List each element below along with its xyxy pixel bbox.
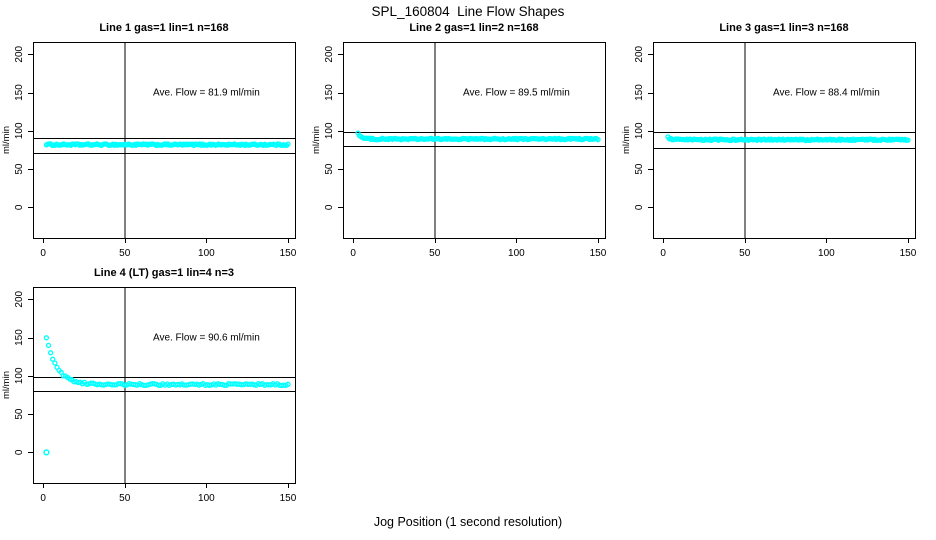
y-tick-label: 150 bbox=[324, 84, 335, 101]
panel-chart-4: Line 4 (LT) gas=1 lin=4 n=3 Ave. Flow = 9… bbox=[1, 267, 297, 504]
y-tick-label: 0 bbox=[634, 204, 645, 210]
x-tick-label: 100 bbox=[508, 248, 525, 259]
x-tick-label: 150 bbox=[900, 248, 917, 259]
outlier-point bbox=[43, 449, 50, 456]
y-tick-label: 0 bbox=[14, 449, 25, 455]
y-axis: 0 50 100 150 200 bbox=[634, 45, 653, 210]
x-tick-label: 50 bbox=[429, 248, 441, 259]
y-tick-label: 50 bbox=[14, 408, 25, 420]
y-axis: 0 50 100 150 200 bbox=[14, 290, 33, 455]
y-tick-label: 50 bbox=[324, 163, 335, 175]
data-point bbox=[50, 356, 56, 362]
y-axis-label: ml/min bbox=[1, 371, 12, 399]
y-tick-label: 0 bbox=[14, 204, 25, 210]
data-point bbox=[52, 360, 58, 366]
panel-title: Line 4 (LT) gas=1 lin=4 n=3 bbox=[94, 267, 234, 279]
x-tick-label: 150 bbox=[590, 248, 607, 259]
data-point bbox=[47, 350, 54, 356]
x-tick-label: 50 bbox=[119, 248, 131, 259]
data-point bbox=[156, 382, 162, 388]
x-tick-label: 150 bbox=[280, 248, 297, 259]
x-tick-label: 50 bbox=[119, 493, 131, 504]
data-points bbox=[355, 130, 601, 143]
y-tick-label: 150 bbox=[14, 84, 25, 101]
panel-chart-2: Line 2 gas=1 lin=2 n=168 Ave. Flow = 89.5… bbox=[311, 22, 607, 259]
x-axis-label: Jog Position (1 second resolution) bbox=[373, 515, 563, 529]
x-tick-label: 0 bbox=[40, 248, 46, 259]
data-point bbox=[221, 382, 228, 388]
data-points bbox=[43, 141, 291, 149]
y-axis-label: ml/min bbox=[311, 126, 322, 154]
y-axis-label: ml/min bbox=[1, 126, 12, 154]
data-point bbox=[905, 137, 911, 143]
x-tick-label: 50 bbox=[739, 248, 751, 259]
panel-chart-3: Line 3 gas=1 lin=3 n=168 Ave. Flow = 88.4… bbox=[621, 22, 917, 259]
data-points bbox=[43, 335, 291, 456]
panel-title: Line 3 gas=1 lin=3 n=168 bbox=[719, 22, 848, 34]
y-tick-label: 150 bbox=[634, 84, 645, 101]
x-tick-label: 100 bbox=[198, 493, 215, 504]
ave-flow-annotation: Ave. Flow = 90.6 ml/min bbox=[153, 333, 260, 344]
data-point bbox=[60, 373, 66, 379]
x-axis: 0 50 100 150 bbox=[40, 238, 297, 259]
x-tick-label: 0 bbox=[350, 248, 356, 259]
data-point bbox=[595, 136, 601, 143]
y-axis-label: ml/min bbox=[621, 126, 632, 154]
data-point bbox=[285, 141, 291, 147]
y-tick-label: 100 bbox=[14, 367, 25, 384]
y-tick-label: 200 bbox=[14, 45, 25, 62]
data-point bbox=[122, 382, 128, 388]
panel-title: Line 1 gas=1 lin=1 n=168 bbox=[99, 22, 228, 34]
x-axis: 0 50 100 150 bbox=[660, 238, 917, 259]
panel-title: Line 2 gas=1 lin=2 n=168 bbox=[409, 22, 538, 34]
y-tick-label: 200 bbox=[14, 290, 25, 307]
plot-box bbox=[33, 42, 296, 239]
data-points bbox=[665, 134, 911, 144]
plot-box bbox=[343, 42, 606, 239]
figure-title: SPL_160804 Line Flow Shapes bbox=[371, 4, 565, 19]
plot-box bbox=[33, 287, 296, 484]
y-tick-label: 150 bbox=[14, 329, 25, 346]
y-tick-label: 50 bbox=[634, 163, 645, 175]
x-tick-label: 150 bbox=[280, 493, 297, 504]
x-tick-label: 0 bbox=[40, 493, 46, 504]
panel-chart-1: Line 1 gas=1 lin=1 n=168 Ave. Flow = 81.9… bbox=[1, 22, 297, 259]
y-tick-label: 50 bbox=[14, 163, 25, 175]
x-tick-label: 100 bbox=[198, 248, 215, 259]
x-tick-label: 100 bbox=[818, 248, 835, 259]
y-axis: 0 50 100 150 200 bbox=[14, 45, 33, 210]
plot-box bbox=[653, 42, 916, 239]
y-tick-label: 0 bbox=[324, 204, 335, 210]
y-tick-label: 200 bbox=[634, 45, 645, 62]
ave-flow-annotation: Ave. Flow = 88.4 ml/min bbox=[773, 88, 880, 99]
data-point bbox=[45, 342, 52, 349]
ave-flow-annotation: Ave. Flow = 89.5 ml/min bbox=[463, 88, 570, 99]
y-tick-label: 100 bbox=[634, 122, 645, 139]
y-axis: 0 50 100 150 200 bbox=[324, 45, 343, 210]
x-tick-label: 0 bbox=[660, 248, 666, 259]
y-tick-label: 100 bbox=[14, 122, 25, 139]
data-point bbox=[43, 335, 50, 341]
y-tick-label: 200 bbox=[324, 45, 335, 62]
data-point bbox=[285, 381, 291, 387]
x-axis: 0 50 100 150 bbox=[40, 483, 297, 504]
ave-flow-annotation: Ave. Flow = 81.9 ml/min bbox=[153, 88, 260, 99]
y-tick-label: 100 bbox=[324, 122, 335, 139]
x-axis: 0 50 100 150 bbox=[350, 238, 607, 259]
